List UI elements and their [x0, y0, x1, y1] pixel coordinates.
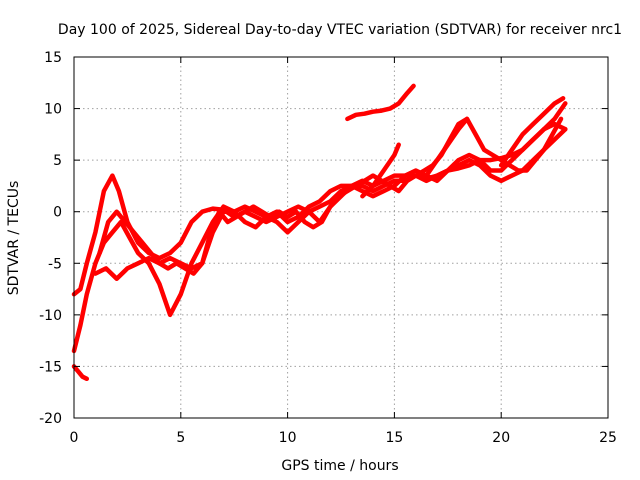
grid-lines	[74, 57, 608, 418]
x-tick-label: 25	[599, 430, 617, 446]
data-series	[71, 83, 568, 382]
y-tick-label: 10	[44, 102, 62, 118]
y-tick-label: 15	[44, 50, 62, 66]
y-tick-label: 0	[53, 205, 62, 221]
y-tick-label: -15	[39, 359, 62, 375]
plot-frame	[73, 56, 609, 419]
series-trace-7	[360, 142, 401, 199]
x-axis-label: GPS time / hours	[281, 458, 398, 474]
series-trace-5	[71, 364, 90, 382]
x-tick-label: 5	[176, 430, 185, 446]
y-axis-label: SDTVAR / TECUs	[6, 181, 22, 296]
series-trace-6	[345, 83, 416, 122]
y-tick-label: -20	[39, 411, 62, 427]
series-trace-4	[97, 116, 564, 276]
x-tick-label: 0	[70, 430, 79, 446]
y-tick-label: -5	[48, 256, 62, 272]
series-trace-9	[498, 96, 566, 168]
y-tick-label: -10	[39, 308, 62, 324]
axis-ticks: 0 5 10 15 20 25 15 10 5 0 -5 -10 -15 -20	[39, 50, 617, 446]
x-tick-label: 20	[492, 430, 510, 446]
x-tick-label: 10	[279, 430, 297, 446]
y-tick-label: 5	[53, 153, 62, 169]
series-trace-8	[424, 116, 470, 178]
chart-title: Day 100 of 2025, Sidereal Day-to-day VTE…	[58, 22, 622, 38]
x-tick-label: 15	[385, 430, 403, 446]
series-trace-2	[71, 126, 568, 354]
series-trace-3	[93, 121, 568, 282]
